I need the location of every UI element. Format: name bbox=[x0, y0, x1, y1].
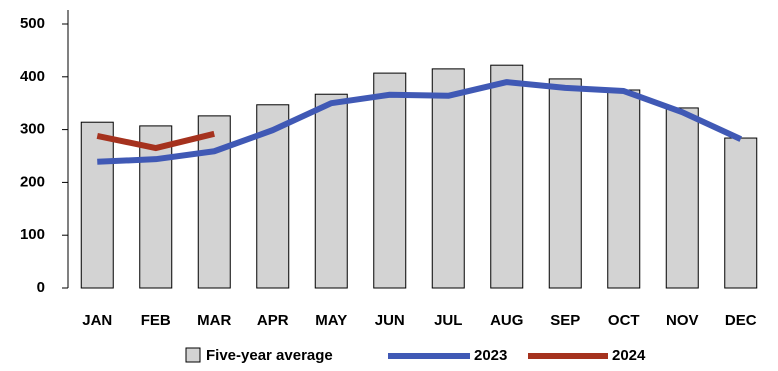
bar bbox=[490, 64, 524, 289]
y-tick-label: 500 bbox=[20, 15, 45, 32]
x-tick-label: MAY bbox=[315, 312, 347, 329]
x-tick-label: NOV bbox=[666, 312, 699, 329]
x-tick-label: JUN bbox=[375, 312, 405, 329]
x-tick-label: JAN bbox=[82, 312, 112, 329]
x-tick-label: FEB bbox=[141, 312, 171, 329]
legend-label: 2023 bbox=[474, 347, 507, 364]
y-tick-label: 100 bbox=[20, 226, 45, 243]
bar bbox=[431, 68, 465, 289]
bar bbox=[314, 93, 348, 289]
x-tick-label: JUL bbox=[434, 312, 462, 329]
legend-label: Five-year average bbox=[206, 347, 333, 364]
bar bbox=[373, 72, 407, 289]
bar bbox=[665, 107, 699, 289]
x-tick-label: SEP bbox=[550, 312, 580, 329]
y-tick-label: 300 bbox=[20, 121, 45, 138]
bar bbox=[139, 125, 173, 289]
bar bbox=[197, 115, 231, 289]
x-tick-label: MAR bbox=[197, 312, 231, 329]
x-tick-label: OCT bbox=[608, 312, 640, 329]
legend-label: 2024 bbox=[612, 347, 646, 364]
x-tick-label: APR bbox=[257, 312, 289, 329]
line bbox=[96, 130, 215, 152]
bar bbox=[607, 89, 641, 289]
legend-swatch bbox=[185, 347, 201, 363]
x-tick-label: AUG bbox=[490, 312, 523, 329]
bar bbox=[548, 78, 582, 289]
bar bbox=[724, 137, 758, 289]
bar bbox=[80, 121, 114, 289]
line bbox=[97, 79, 743, 165]
x-tick-label: DEC bbox=[725, 312, 757, 329]
y-tick-label: 200 bbox=[20, 173, 45, 190]
y-tick-label: 0 bbox=[37, 279, 45, 296]
y-tick-label: 400 bbox=[20, 68, 45, 85]
